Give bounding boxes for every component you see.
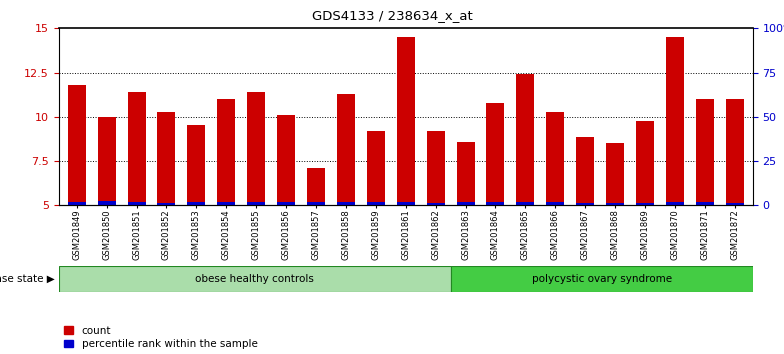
Bar	[59, 266, 451, 292]
Text: GDS4133 / 238634_x_at: GDS4133 / 238634_x_at	[311, 9, 473, 22]
Bar	[307, 168, 325, 205]
Bar	[726, 202, 744, 205]
Text: polycystic ovary syndrome: polycystic ovary syndrome	[532, 274, 672, 284]
Bar	[636, 202, 654, 205]
Bar	[277, 202, 295, 205]
Bar	[247, 202, 265, 205]
Bar	[98, 201, 115, 205]
Bar	[128, 202, 146, 205]
Bar	[726, 99, 744, 205]
Bar	[397, 37, 415, 205]
Bar	[456, 142, 474, 205]
Bar	[451, 266, 753, 292]
Bar	[98, 117, 115, 205]
Bar	[576, 202, 594, 205]
Bar	[606, 202, 624, 205]
Bar	[397, 202, 415, 205]
Bar	[217, 99, 235, 205]
Bar	[636, 121, 654, 205]
Bar	[217, 202, 235, 205]
Bar	[696, 99, 713, 205]
Bar	[426, 202, 445, 205]
Legend: count, percentile rank within the sample: count, percentile rank within the sample	[64, 326, 258, 349]
Bar	[67, 85, 85, 205]
Text: disease state ▶: disease state ▶	[0, 274, 55, 284]
Bar	[486, 202, 504, 205]
Bar	[277, 115, 295, 205]
Bar	[187, 202, 205, 205]
Bar	[696, 202, 713, 205]
Bar	[128, 92, 146, 205]
Bar	[367, 202, 385, 205]
Text: obese healthy controls: obese healthy controls	[195, 274, 314, 284]
Bar	[666, 202, 684, 205]
Bar	[576, 137, 594, 205]
Bar	[546, 112, 564, 205]
Bar	[247, 92, 265, 205]
Bar	[337, 202, 355, 205]
Bar	[158, 112, 176, 205]
Bar	[337, 94, 355, 205]
Bar	[486, 103, 504, 205]
Bar	[426, 131, 445, 205]
Bar	[546, 202, 564, 205]
Bar	[517, 74, 535, 205]
Bar	[666, 37, 684, 205]
Bar	[367, 131, 385, 205]
Bar	[517, 202, 535, 205]
Bar	[456, 202, 474, 205]
Bar	[187, 125, 205, 205]
Bar	[158, 202, 176, 205]
Bar	[606, 143, 624, 205]
Bar	[67, 202, 85, 205]
Bar	[307, 202, 325, 205]
